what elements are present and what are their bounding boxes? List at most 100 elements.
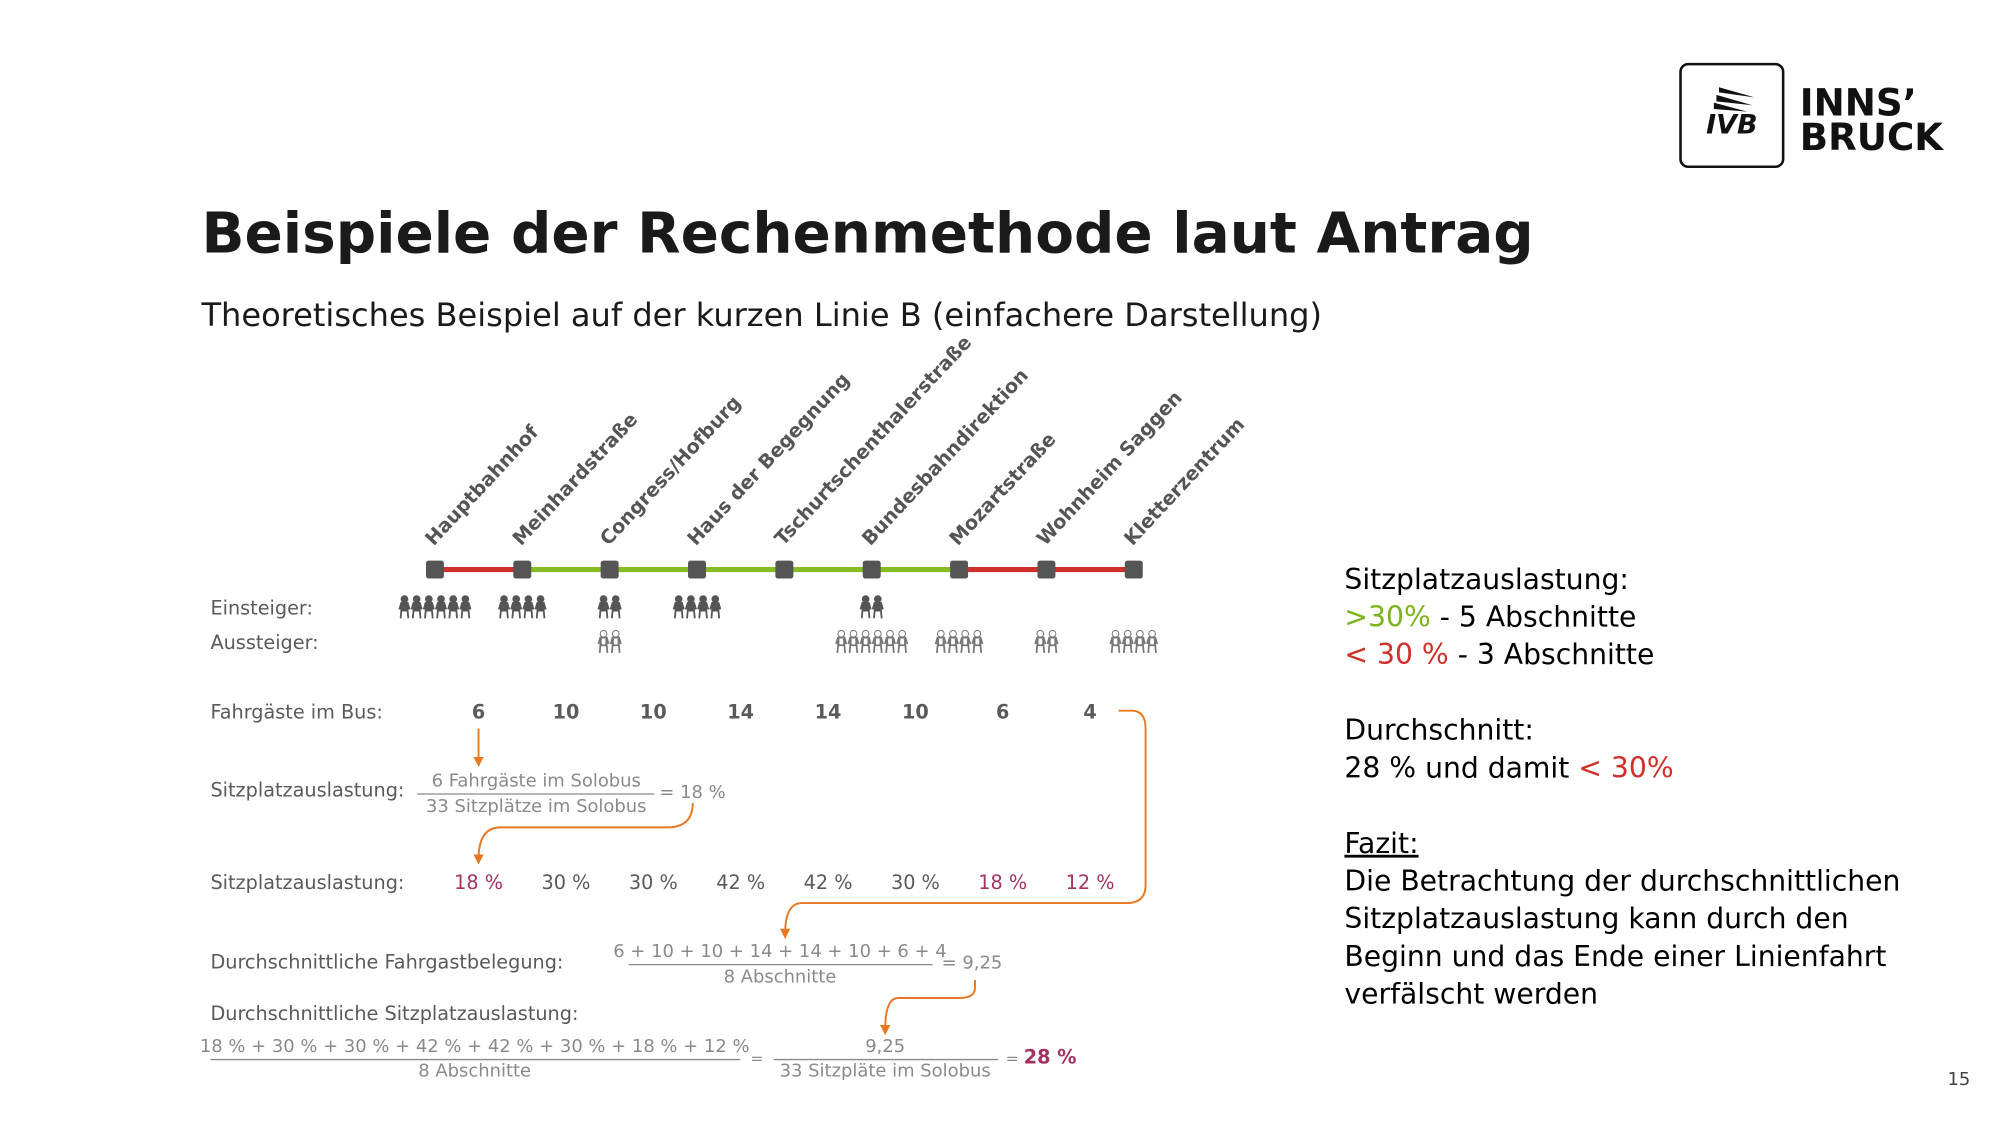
person-body	[709, 602, 722, 619]
boarding-icons	[398, 595, 472, 619]
row-label: Fahrgäste im Bus:	[210, 700, 382, 723]
person-head	[961, 629, 970, 638]
utilization-value: 42 %	[804, 871, 853, 894]
fraction-numerator: 9,25	[865, 1036, 905, 1057]
person-body	[522, 602, 535, 619]
arrows	[473, 709, 1147, 1036]
person-body	[971, 636, 984, 654]
boarding-icons	[498, 595, 547, 619]
stop	[1037, 560, 1056, 579]
sidebar-line: Beginn und das Ende einer Linienfahrt	[1344, 940, 1886, 973]
final-result: 28 %	[1024, 1045, 1077, 1068]
utilization-value: 18 %	[978, 871, 1027, 894]
passenger-count: 10	[553, 700, 580, 723]
row-label: Sitzplatzauslastung:	[210, 779, 404, 802]
fraction-denominator: 8 Abschnitte	[418, 1060, 531, 1081]
boarding-icons	[859, 595, 884, 619]
utilization-value: 30 %	[891, 871, 940, 894]
person-head	[699, 595, 707, 603]
row-label: Durchschnittliche Sitzplatzauslastung:	[210, 1002, 578, 1025]
row-label: Sitzplatzauslastung:	[210, 871, 404, 894]
person-head	[837, 629, 846, 638]
passenger-count: 10	[640, 700, 667, 723]
sidebar-line: Sitzplatzauslastung kann durch den	[1344, 902, 1848, 935]
person-body	[934, 636, 947, 654]
passenger-count: 14	[727, 700, 754, 723]
person-head	[611, 595, 620, 603]
stop-label: Wohnheim Saggen	[1032, 386, 1187, 550]
passenger-count: 6	[996, 700, 1009, 723]
person-body	[435, 602, 448, 619]
person-head	[512, 595, 521, 603]
person-head	[424, 595, 433, 603]
boarding-icons	[672, 595, 722, 619]
person-body	[959, 636, 972, 654]
sidebar-line: Sitzplatzauslastung:	[1344, 563, 1629, 596]
person-body	[410, 602, 423, 619]
person-head	[611, 629, 620, 638]
person-body	[597, 636, 610, 654]
passenger-count: 14	[815, 700, 842, 723]
stop	[1124, 560, 1143, 579]
person-head	[412, 595, 421, 603]
alighting-icons	[1034, 629, 1059, 654]
person-head	[849, 629, 858, 638]
person-body	[1121, 636, 1134, 654]
person-head	[936, 629, 945, 638]
fraction-numerator: 6 Fahrgäste im Solobus	[432, 770, 641, 791]
boarding-icons	[597, 595, 622, 619]
fraction-result: = 9,25	[942, 953, 1003, 974]
person-head	[886, 629, 894, 638]
person-body	[697, 602, 710, 619]
person-head	[1148, 629, 1156, 638]
arrow	[880, 980, 976, 1036]
person-body	[1046, 636, 1059, 654]
person-body	[498, 602, 511, 619]
stop	[950, 560, 969, 579]
slide-subtitle: Theoretisches Beispiel auf der kurzen Li…	[200, 296, 1322, 334]
sidebar-text: - 3 Abschnitte	[1449, 638, 1655, 671]
stop	[862, 560, 881, 579]
person-head	[687, 595, 695, 603]
person-head	[898, 629, 907, 638]
fraction-result: = 18 %	[659, 782, 725, 803]
sidebar-line: Durchschnitt:	[1344, 714, 1533, 747]
sidebar-text: verfälscht werden	[1344, 978, 1598, 1011]
sidebar-text: >30%	[1344, 601, 1430, 634]
stop	[775, 560, 794, 579]
sidebar-text: Sitzplatzauslastung:	[1344, 563, 1629, 596]
person-body	[534, 602, 547, 619]
sidebar-line: >30% - 5 Abschnitte	[1344, 601, 1636, 634]
arrow	[473, 803, 694, 865]
person-body	[684, 602, 697, 619]
sidebar-text: < 30%	[1578, 751, 1673, 784]
alighting-icons	[934, 629, 984, 654]
person-body	[847, 636, 860, 654]
person-body	[946, 636, 959, 654]
row-label: Einsteiger:	[210, 596, 313, 619]
sidebar-line: 28 % und damit < 30%	[1344, 751, 1673, 784]
equals-sign: =	[750, 1049, 763, 1067]
passenger-count: 6	[472, 700, 485, 723]
sidebar-line: < 30 % - 3 Abschnitte	[1344, 638, 1654, 671]
utilization-value: 12 %	[1066, 871, 1115, 894]
person-head	[949, 629, 957, 638]
fraction-denominator: 33 Sitzpläte im Solobus	[780, 1060, 991, 1081]
person-head	[861, 595, 870, 603]
passenger-count: 4	[1083, 700, 1096, 723]
person-head	[711, 595, 720, 603]
utilization-value: 30 %	[542, 871, 591, 894]
alighting-icons	[835, 629, 909, 654]
alighting-icons	[1109, 629, 1159, 654]
logo-brand: IVB	[1706, 109, 1757, 140]
person-head	[400, 595, 409, 603]
sidebar-text: Fazit:	[1344, 827, 1418, 860]
person-body	[859, 602, 872, 619]
equals-sign: =	[1006, 1049, 1019, 1067]
stop	[425, 560, 444, 579]
person-head	[1136, 629, 1144, 638]
person-body	[1146, 636, 1159, 654]
utilization-value: 42 %	[716, 871, 765, 894]
fraction-numerator: 6 + 10 + 10 + 14 + 14 + 10 + 6 + 4	[613, 941, 946, 962]
